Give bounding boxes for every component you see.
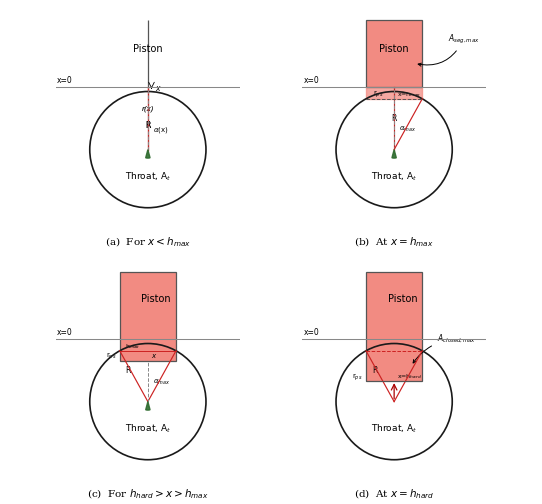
Polygon shape: [366, 87, 422, 99]
Text: R: R: [145, 121, 151, 130]
Text: $\alpha_{max}$: $\alpha_{max}$: [399, 124, 416, 134]
Text: x=0: x=0: [304, 77, 319, 86]
Text: r$_{ps}$: r$_{ps}$: [106, 351, 116, 362]
Wedge shape: [146, 150, 150, 158]
Text: x=0: x=0: [57, 77, 73, 86]
Text: x=0: x=0: [304, 329, 319, 338]
Text: x=0: x=0: [57, 329, 73, 338]
Text: r$_{ps}$: r$_{ps}$: [352, 372, 363, 383]
Text: Piston: Piston: [133, 44, 163, 54]
Text: r(x): r(x): [141, 106, 154, 112]
Text: R: R: [391, 114, 397, 123]
Text: h$_{max}$: h$_{max}$: [125, 342, 140, 351]
Text: R: R: [145, 121, 151, 130]
Text: (a)  For $x < h_{max}$: (a) For $x < h_{max}$: [105, 235, 191, 249]
Text: x: x: [152, 353, 156, 359]
Text: R: R: [372, 366, 377, 375]
Text: Piston: Piston: [388, 294, 417, 304]
Text: (b)  At $x = h_{max}$: (b) At $x = h_{max}$: [354, 235, 434, 249]
Wedge shape: [392, 150, 396, 158]
Bar: [120, 272, 176, 361]
Bar: [366, 272, 422, 382]
Text: R: R: [126, 366, 131, 375]
Text: $\alpha_{max}$: $\alpha_{max}$: [153, 378, 170, 387]
Text: $\alpha$(x): $\alpha$(x): [153, 125, 169, 136]
Bar: [366, 20, 422, 87]
Text: r$_{ps}$: r$_{ps}$: [373, 88, 384, 100]
Text: (d)  At $x = h_{hard}$: (d) At $x = h_{hard}$: [354, 487, 434, 501]
Text: r(x): r(x): [141, 106, 154, 112]
Text: $A_{closed,max}$: $A_{closed,max}$: [413, 333, 476, 363]
Text: Piston: Piston: [379, 44, 409, 54]
Text: (c)  For $h_{hard} > x > h_{max}$: (c) For $h_{hard} > x > h_{max}$: [87, 487, 209, 501]
Text: $A_{seg,max}$: $A_{seg,max}$: [418, 33, 479, 66]
Text: Throat, A$_t$: Throat, A$_t$: [371, 423, 417, 435]
Text: Throat, A$_t$: Throat, A$_t$: [125, 171, 171, 183]
Text: Piston: Piston: [141, 294, 171, 304]
Text: Throat, A$_t$: Throat, A$_t$: [125, 423, 171, 435]
Wedge shape: [146, 402, 150, 410]
Text: x: x: [155, 84, 160, 93]
Text: Throat, A$_t$: Throat, A$_t$: [371, 171, 417, 183]
Text: x=h$_{hard}$: x=h$_{hard}$: [397, 372, 422, 382]
Text: x=h$_{max}$: x=h$_{max}$: [397, 90, 421, 99]
